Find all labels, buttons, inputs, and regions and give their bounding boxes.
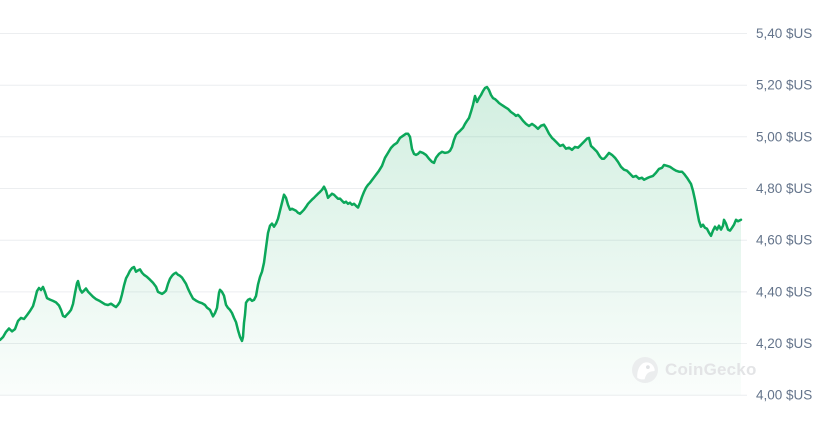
y-axis-label: 5,00 $US <box>756 129 812 144</box>
y-axis-label: 4,20 $US <box>756 336 812 351</box>
y-axis-label: 4,40 $US <box>756 284 812 299</box>
y-axis-label: 5,40 $US <box>756 26 812 41</box>
y-axis-label: 4,00 $US <box>756 388 812 403</box>
y-axis-label: 5,20 $US <box>756 78 812 93</box>
price-line <box>0 85 743 343</box>
price-area <box>0 87 741 396</box>
y-axis-label: 4,60 $US <box>756 233 812 248</box>
y-axis-label: 4,80 $US <box>756 181 812 196</box>
